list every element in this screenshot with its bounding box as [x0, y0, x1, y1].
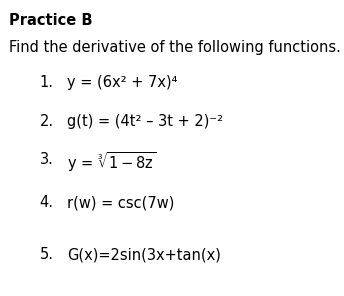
Text: 3.: 3.	[40, 152, 53, 168]
Text: Practice B: Practice B	[9, 13, 92, 28]
Text: y = (6x² + 7x)⁴: y = (6x² + 7x)⁴	[67, 75, 178, 91]
Text: Find the derivative of the following functions.: Find the derivative of the following fun…	[9, 40, 341, 55]
Text: 5.: 5.	[40, 247, 54, 262]
Text: y = $\mathdefault{\sqrt[3]{1 - 8z}}$: y = $\mathdefault{\sqrt[3]{1 - 8z}}$	[67, 150, 156, 174]
Text: g(t) = (4t² – 3t + 2)⁻²: g(t) = (4t² – 3t + 2)⁻²	[67, 114, 223, 129]
Text: 2.: 2.	[40, 114, 54, 129]
Text: 4.: 4.	[40, 195, 54, 210]
Text: r(w) = csc(7w): r(w) = csc(7w)	[67, 195, 174, 210]
Text: G(x)=2sin(3x+tan(x): G(x)=2sin(3x+tan(x)	[67, 247, 221, 262]
Text: 1.: 1.	[40, 75, 54, 91]
